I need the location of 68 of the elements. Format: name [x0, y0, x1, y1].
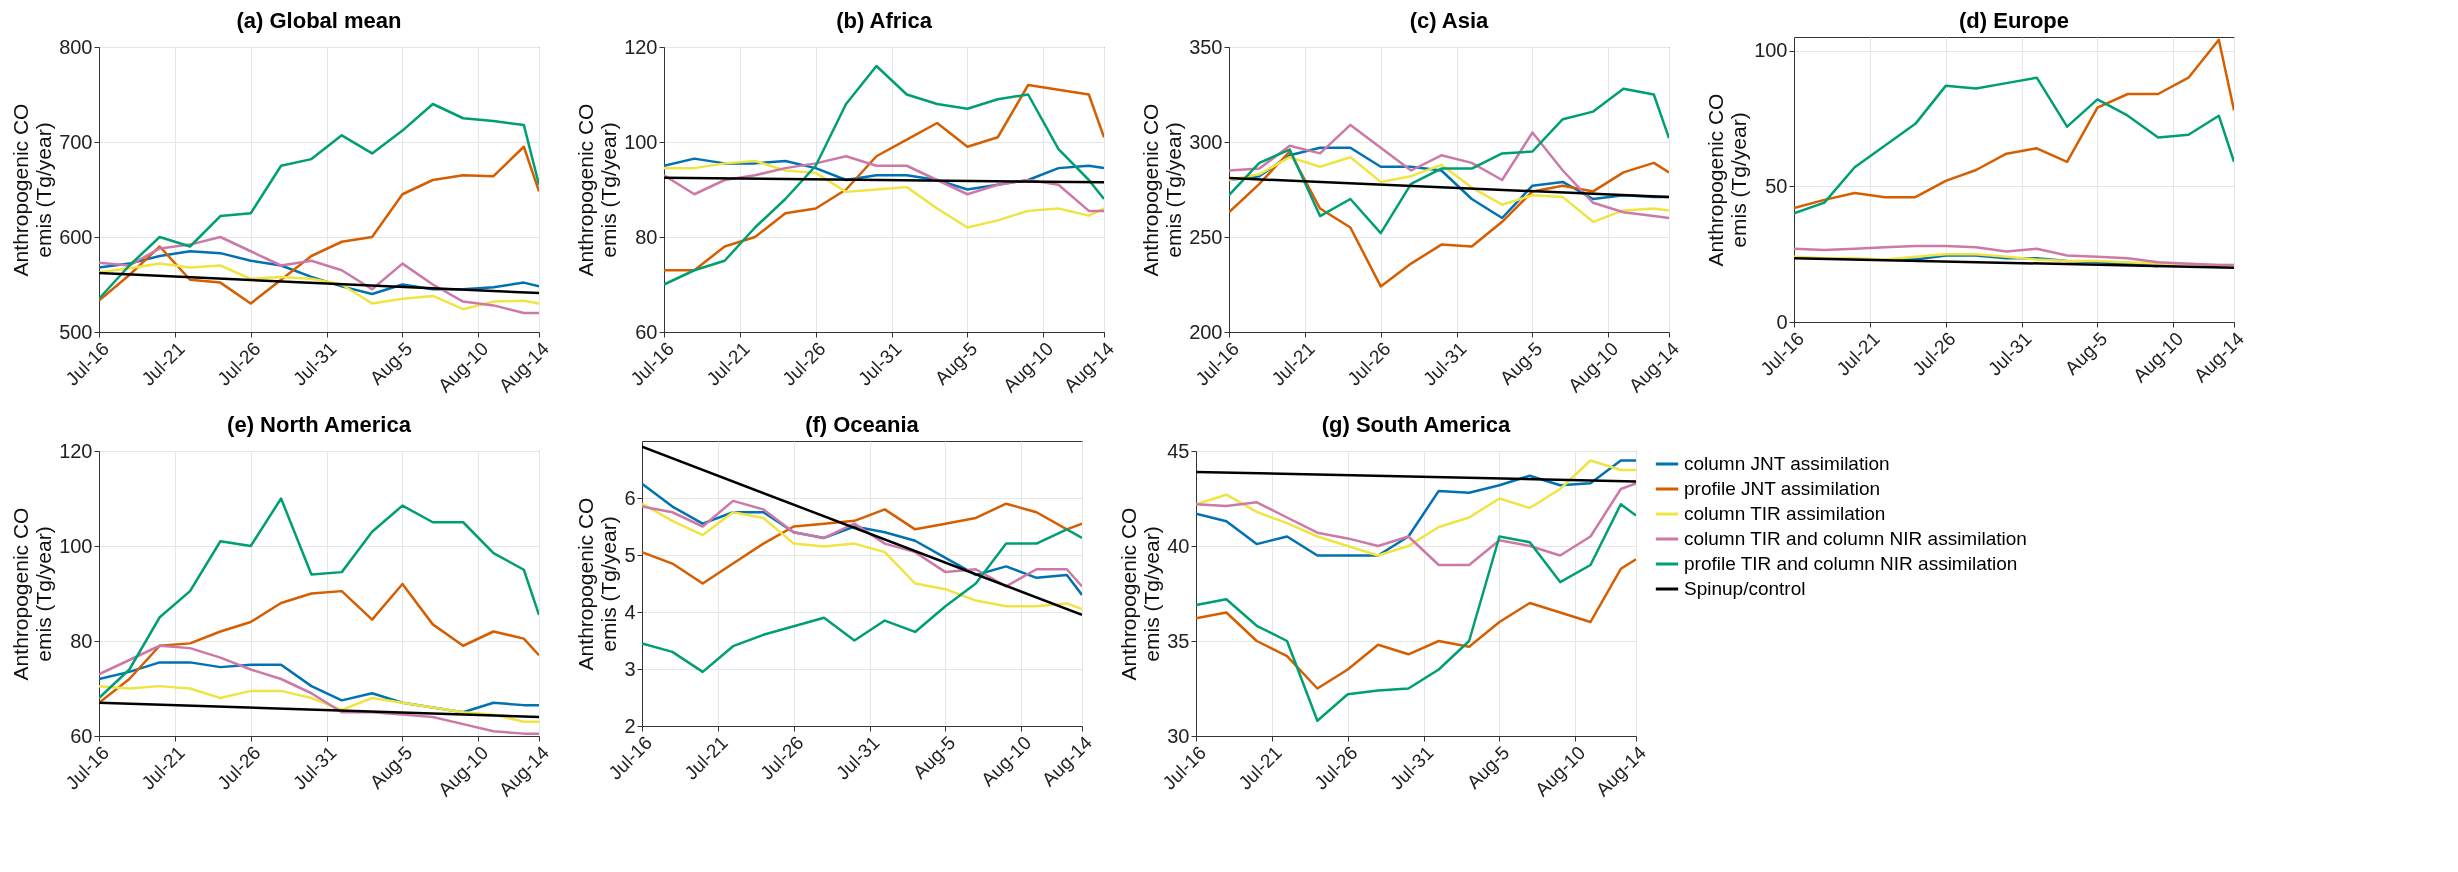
y-tick-label: 100	[624, 130, 658, 153]
line-series	[642, 528, 1082, 674]
y-tick-label: 3	[624, 657, 636, 680]
line-series	[1196, 558, 1636, 690]
y-tick-label: 40	[1167, 534, 1190, 557]
legend-label: Spinup/control	[1684, 578, 1806, 599]
line-series	[1196, 459, 1636, 557]
chart-title: (a) Global mean	[236, 8, 402, 33]
legend-label: profile TIR and column NIR assimilation	[1684, 553, 2018, 574]
y-tick-label: 50	[1765, 174, 1788, 197]
legend-label: column TIR assimilation	[1684, 503, 1886, 524]
line-series	[1794, 76, 2234, 215]
line-series	[1196, 502, 1636, 723]
y-tick-label: 4	[624, 600, 636, 623]
y-axis-title: Anthropogenic CO emis (Tg/year)	[1117, 507, 1164, 681]
y-tick-label: 800	[59, 35, 93, 58]
y-tick-label: 120	[624, 35, 658, 58]
line-series	[664, 159, 1104, 229]
line-series	[1229, 123, 1669, 220]
y-axis-title: Anthropogenic CO emis (Tg/year)	[9, 103, 56, 277]
legend-label: profile JNT assimilation	[1684, 478, 1881, 499]
y-tick-label: 5	[624, 543, 636, 566]
chart-title: (d) Europe	[1959, 8, 2069, 33]
y-axis-title: Anthropogenic CO emis (Tg/year)	[9, 507, 56, 681]
line-series	[99, 684, 539, 723]
line-series	[99, 262, 539, 311]
line-series	[1229, 155, 1669, 224]
y-tick-label: 30	[1167, 724, 1190, 747]
chart-title: (e) North America	[227, 412, 412, 437]
y-tick-label: 0	[1776, 310, 1788, 333]
chart-title: (f) Oceania	[805, 412, 920, 437]
legend-label: column TIR and column NIR assimilation	[1684, 528, 2027, 549]
y-tick-label: 350	[1189, 35, 1223, 58]
y-tick-label: 80	[635, 225, 658, 248]
y-tick-label: 300	[1189, 130, 1223, 153]
y-tick-label: 600	[59, 225, 93, 248]
y-tick-label: 60	[70, 724, 93, 747]
y-axis-title: Anthropogenic CO emis (Tg/year)	[1139, 103, 1186, 277]
line-series	[1794, 244, 2234, 267]
y-axis-title: Anthropogenic CO emis (Tg/year)	[574, 497, 621, 671]
line-series	[99, 235, 539, 315]
line-series	[99, 497, 539, 700]
line-series	[99, 102, 539, 300]
y-tick-label: 100	[1754, 39, 1788, 62]
legend-label: column JNT assimilation	[1684, 453, 1890, 474]
y-tick-label: 250	[1189, 225, 1223, 248]
line-series	[99, 582, 539, 704]
y-tick-label: 80	[70, 629, 93, 652]
chart-title: (c) Asia	[1409, 8, 1490, 33]
y-axis-title: Anthropogenic CO emis (Tg/year)	[574, 103, 621, 277]
y-tick-label: 120	[59, 439, 93, 462]
y-tick-label: 45	[1167, 439, 1190, 462]
y-tick-label: 6	[624, 486, 636, 509]
line-series	[642, 502, 1082, 611]
y-tick-label: 2	[624, 714, 636, 737]
chart-title: (b) Africa	[836, 8, 933, 33]
y-tick-label: 35	[1167, 629, 1190, 652]
line-series	[99, 145, 539, 305]
line-series	[1794, 38, 2234, 210]
line-series	[1229, 87, 1669, 235]
chart-title: (g) South America	[1321, 412, 1512, 437]
y-tick-label: 200	[1189, 320, 1223, 343]
y-axis-title: Anthropogenic CO emis (Tg/year)	[1704, 93, 1751, 267]
y-tick-label: 500	[59, 320, 93, 343]
y-tick-label: 700	[59, 130, 93, 153]
line-series	[1196, 482, 1636, 567]
y-tick-label: 60	[635, 320, 658, 343]
y-tick-label: 100	[59, 534, 93, 557]
